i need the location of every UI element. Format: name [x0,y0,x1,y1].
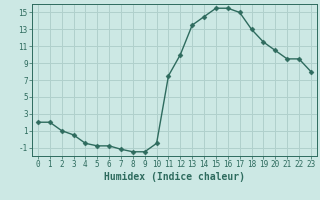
X-axis label: Humidex (Indice chaleur): Humidex (Indice chaleur) [104,172,245,182]
